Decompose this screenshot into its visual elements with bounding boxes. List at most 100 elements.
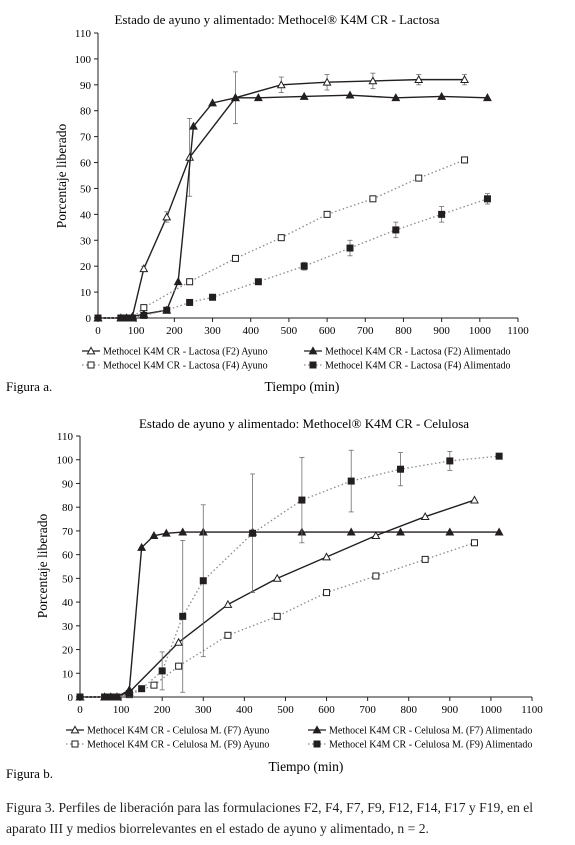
- y-tick-label: 10: [62, 668, 74, 680]
- chart-a-y-ticks: 0 10 20 30 40 50 60 70 80 90 100 110: [75, 28, 98, 325]
- data-point: [107, 693, 115, 701]
- data-point: [253, 93, 263, 102]
- data-point: [461, 156, 469, 164]
- data-point: [179, 612, 187, 620]
- x-tick-label: 0: [95, 325, 101, 337]
- data-point: [323, 210, 331, 218]
- y-tick-label: 30: [80, 235, 92, 247]
- chart-a-y-label: Porcentaje liberado: [54, 123, 69, 228]
- data-point: [231, 254, 239, 262]
- data-point: [223, 599, 233, 608]
- data-point: [76, 693, 84, 701]
- data-point: [371, 531, 381, 540]
- legend-label: Methocel K4M CR - Lactosa (F4) Ayuno: [103, 361, 268, 372]
- data-point: [208, 98, 217, 107]
- data-point: [186, 278, 194, 286]
- x-tick-label: 500: [281, 325, 298, 337]
- legend-item: Methocel K4M CR - Lactosa (F2) Alimentad…: [304, 346, 511, 358]
- data-point: [276, 80, 286, 89]
- y-tick-label: 90: [80, 80, 92, 92]
- data-point: [125, 689, 133, 697]
- data-point: [369, 195, 377, 203]
- data-point: [209, 293, 217, 301]
- y-tick-label: 60: [62, 550, 74, 562]
- y-tick-label: 90: [62, 478, 74, 490]
- legend-item: Methocel K4M CR - Lactosa (F4) Ayuno: [82, 361, 268, 372]
- chart-a-x-ticks: 0 100 200 300 400 500 600 700 800 900 1000 1100: [95, 318, 529, 337]
- legend-marker: [313, 740, 321, 748]
- data-point: [397, 465, 405, 473]
- data-point: [437, 91, 447, 100]
- data-point: [150, 681, 158, 689]
- chart-b-y-label: Porcentaje liberado: [35, 513, 50, 618]
- y-tick-label: 100: [75, 54, 92, 66]
- data-point: [346, 244, 354, 252]
- data-point: [415, 174, 423, 182]
- data-point: [300, 262, 308, 270]
- legend-item: Methocel K4M CR - Celulosa M. (F7) Alime…: [308, 725, 532, 737]
- x-tick-label: 300: [204, 325, 221, 337]
- data-point: [117, 314, 125, 322]
- data-point: [368, 76, 378, 85]
- data-point: [494, 527, 504, 536]
- series-line: [98, 94, 488, 319]
- data-point: [273, 612, 281, 620]
- data-point: [445, 527, 455, 536]
- data-point: [175, 662, 183, 670]
- data-point: [495, 452, 503, 460]
- data-point: [372, 572, 380, 580]
- y-tick-label: 0: [68, 692, 74, 704]
- legend-label: Methocel K4M CR - Celulosa M. (F7) Alime…: [329, 726, 532, 737]
- data-point: [140, 311, 148, 319]
- x-tick-label: 300: [195, 704, 212, 716]
- y-tick-label: 110: [57, 431, 74, 443]
- data-point: [139, 264, 149, 273]
- data-point: [161, 528, 171, 537]
- data-point: [189, 121, 198, 130]
- legend-item: Methocel K4M CR - Celulosa M. (F9) Ayuno: [66, 740, 269, 751]
- data-point: [446, 457, 454, 465]
- series-line: [98, 159, 465, 319]
- y-tick-label: 40: [80, 209, 92, 221]
- chart-a-plot-area: [93, 71, 492, 322]
- data-point: [186, 298, 194, 306]
- data-point: [173, 277, 183, 286]
- series-filled-square: [94, 193, 491, 322]
- legend-label: Methocel K4M CR - Lactosa (F4) Alimentad…: [325, 361, 511, 372]
- y-tick-label: 20: [62, 645, 74, 657]
- chart-b-plot-area: [75, 449, 504, 701]
- x-tick-label: 600: [318, 704, 335, 716]
- data-point: [94, 314, 102, 322]
- data-point: [199, 577, 207, 585]
- data-point: [149, 531, 159, 540]
- data-point: [414, 75, 424, 84]
- figure-caption: Figura 3. Perfiles de liberación para la…: [6, 800, 534, 836]
- data-point: [421, 555, 429, 563]
- data-point: [137, 542, 147, 551]
- series-line: [98, 198, 488, 319]
- data-point: [298, 496, 306, 504]
- legend-item: Methocel K4M CR - Celulosa M. (F7) Ayuno: [66, 725, 269, 737]
- data-point: [392, 226, 400, 234]
- data-point: [224, 631, 232, 639]
- data-point: [162, 212, 172, 221]
- data-point: [420, 512, 430, 521]
- y-tick-label: 110: [75, 28, 92, 40]
- series-line: [80, 531, 500, 698]
- x-tick-label: 1100: [507, 325, 529, 337]
- data-point: [128, 314, 136, 322]
- data-point: [140, 304, 148, 312]
- legend-label: Methocel K4M CR - Celulosa M. (F9) Ayuno: [87, 740, 269, 751]
- data-point: [299, 91, 309, 100]
- data-point: [113, 693, 121, 701]
- chart-b-legend: Methocel K4M CR - Celulosa M. (F7) Ayuno…: [66, 725, 532, 751]
- x-tick-label: 500: [277, 704, 294, 716]
- series-line: [80, 499, 475, 698]
- x-tick-label: 400: [236, 704, 253, 716]
- x-tick-label: 1000: [469, 325, 492, 337]
- legend-label: Methocel K4M CR - Celulosa M. (F7) Ayuno: [87, 726, 269, 737]
- figure-b-label: Figura b.: [6, 766, 53, 781]
- x-tick-label: 1100: [521, 704, 543, 716]
- data-point: [345, 90, 355, 99]
- data-point: [231, 93, 240, 102]
